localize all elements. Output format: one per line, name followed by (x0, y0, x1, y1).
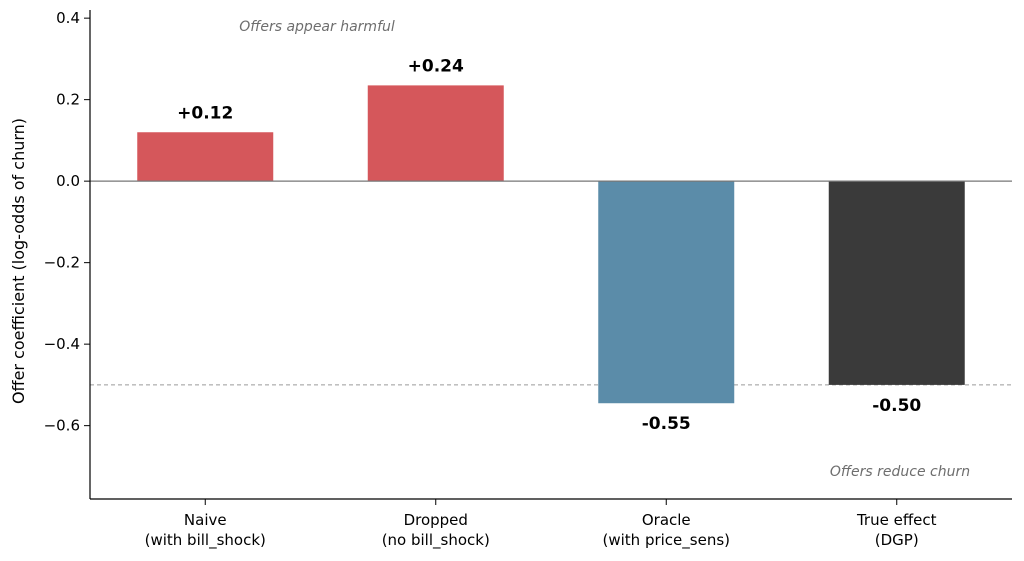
y-tick-label: −0.2 (44, 254, 80, 272)
x-tick-label: Dropped (404, 511, 468, 529)
x-tick-label: True effect (856, 511, 937, 529)
bar-3 (828, 181, 965, 385)
x-tick-label: Oracle (642, 511, 691, 529)
y-axis-label: Offer coefficient (log-odds of churn) (9, 118, 28, 404)
plot-area: 0.4 0.2 0.0 −0.2 −0.4 −0.6 +0.12 Naive (with bil… (44, 9, 1012, 550)
data-label-2: -0.55 (642, 414, 691, 434)
y-tick-label: −0.6 (44, 417, 80, 435)
y-tick-label: 0.2 (56, 91, 80, 109)
bar-0 (137, 132, 274, 182)
y-tick-label: 0.0 (56, 172, 80, 190)
data-label-0: +0.12 (177, 103, 233, 123)
bar-2 (598, 181, 735, 404)
x-tick-label: Naive (184, 511, 227, 529)
data-label-3: -0.50 (872, 396, 921, 416)
annotation-top: Offers appear harmful (239, 19, 395, 35)
x-tick-label: (no bill_shock) (382, 531, 490, 550)
y-tick-label: 0.4 (56, 9, 80, 27)
y-tick-label: −0.4 (44, 335, 80, 353)
x-tick-label: (with bill_shock) (145, 531, 266, 550)
bar-1 (367, 85, 504, 182)
data-label-1: +0.24 (408, 56, 464, 76)
x-tick-label: (DGP) (875, 531, 919, 549)
x-tick-label: (with price_sens) (603, 531, 731, 550)
annotation-bottom: Offers reduce churn (830, 464, 970, 480)
